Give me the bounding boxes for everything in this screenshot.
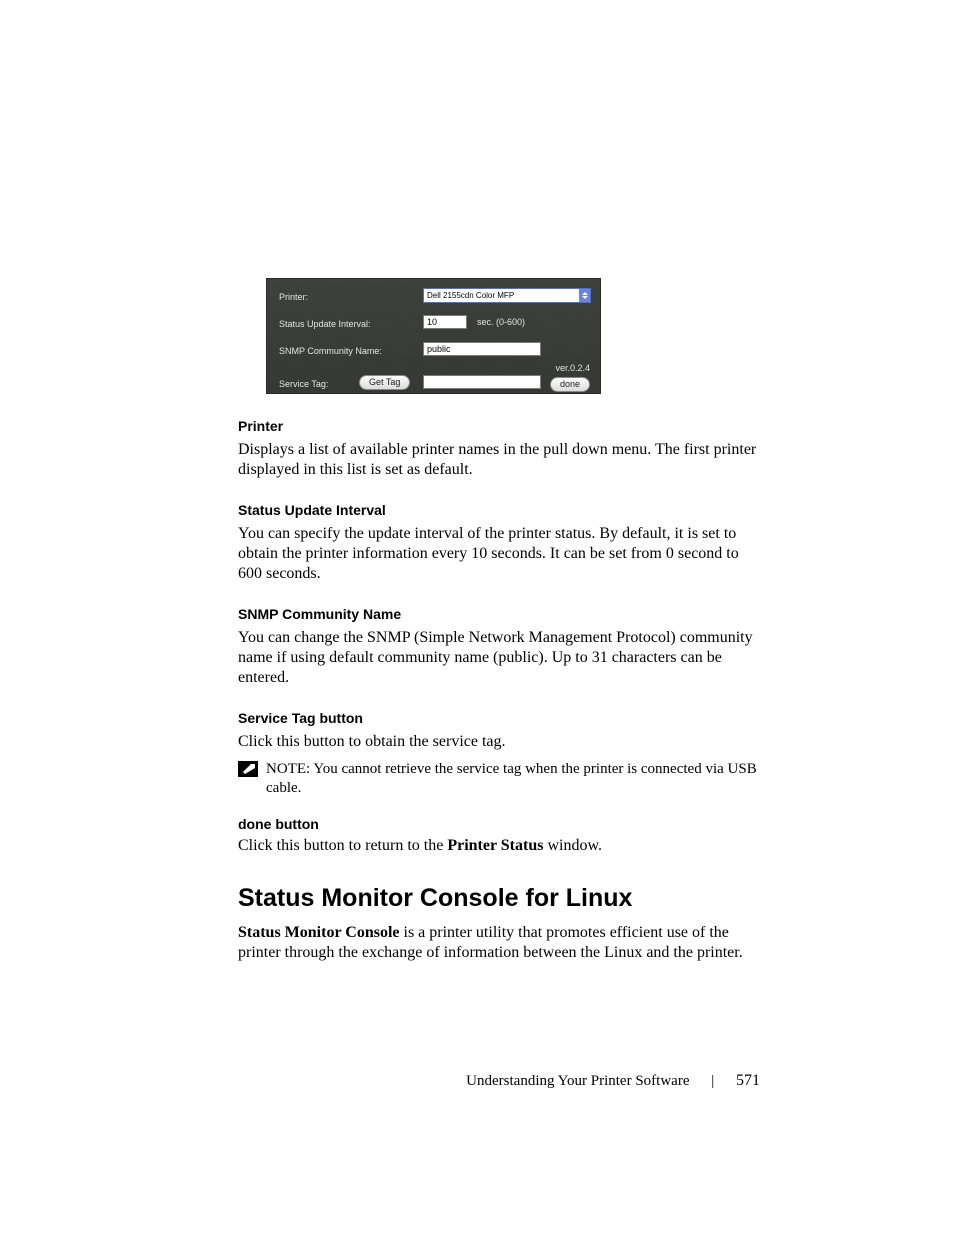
done-body-bold: Printer Status bbox=[447, 837, 543, 854]
para-done: Click this button to return to the Print… bbox=[238, 836, 758, 856]
note-body: You cannot retrieve the service tag when… bbox=[266, 761, 757, 796]
heading-done: done button bbox=[238, 816, 758, 832]
para-snmp: You can change the SNMP (Simple Network … bbox=[238, 628, 758, 688]
label-service-tag: Service Tag: bbox=[279, 379, 328, 389]
row-interval: Status Update Interval: bbox=[279, 316, 371, 332]
version-text: ver.0.2.4 bbox=[555, 363, 590, 373]
note-icon bbox=[238, 761, 258, 777]
settings-panel: Printer: Dell 2155cdn Color MFP Status U… bbox=[266, 278, 601, 394]
note-text: NOTE: You cannot retrieve the service ta… bbox=[266, 760, 758, 798]
heading-snmp: SNMP Community Name bbox=[238, 606, 758, 622]
done-body-post: window. bbox=[543, 837, 602, 854]
row-snmp: SNMP Community Name: bbox=[279, 343, 382, 359]
printer-dropdown[interactable]: Dell 2155cdn Color MFP bbox=[423, 288, 591, 303]
para-service-tag: Click this button to obtain the service … bbox=[238, 732, 758, 752]
h2-title: Status Monitor Console for Linux bbox=[238, 884, 758, 913]
printer-dropdown-value: Dell 2155cdn Color MFP bbox=[424, 291, 579, 300]
get-tag-button[interactable]: Get Tag bbox=[359, 375, 410, 390]
page-footer: Understanding Your Printer Software | 57… bbox=[0, 1072, 760, 1090]
footer-divider: | bbox=[711, 1073, 714, 1090]
label-snmp: SNMP Community Name: bbox=[279, 346, 382, 356]
para-printer: Displays a list of available printer nam… bbox=[238, 440, 758, 480]
footer-chapter: Understanding Your Printer Software bbox=[466, 1073, 689, 1089]
service-tag-input[interactable] bbox=[423, 375, 541, 389]
done-button-wrap: done bbox=[550, 377, 590, 392]
dropdown-arrows-icon bbox=[579, 289, 590, 302]
done-button[interactable]: done bbox=[550, 377, 590, 392]
note-row: NOTE: You cannot retrieve the service ta… bbox=[238, 760, 758, 798]
note-prefix: NOTE: bbox=[266, 761, 313, 777]
interval-input[interactable] bbox=[423, 315, 467, 329]
para-h2-body: Status Monitor Console is a printer util… bbox=[238, 923, 758, 963]
row-service-tag: Service Tag: bbox=[279, 376, 328, 392]
page-root: Printer: Dell 2155cdn Color MFP Status U… bbox=[0, 0, 954, 1235]
heading-printer: Printer bbox=[238, 418, 758, 434]
interval-suffix: sec. (0-600) bbox=[477, 317, 525, 327]
done-body-pre: Click this button to return to the bbox=[238, 837, 447, 854]
footer-page-number: 571 bbox=[736, 1072, 760, 1089]
label-interval: Status Update Interval: bbox=[279, 319, 371, 329]
label-printer: Printer: bbox=[279, 292, 308, 302]
content-column: Printer: Dell 2155cdn Color MFP Status U… bbox=[238, 278, 758, 963]
para-interval: You can specify the update interval of t… bbox=[238, 524, 758, 584]
heading-service-tag: Service Tag button bbox=[238, 710, 758, 726]
snmp-input[interactable] bbox=[423, 342, 541, 356]
h2-body-bold: Status Monitor Console bbox=[238, 924, 400, 941]
heading-interval: Status Update Interval bbox=[238, 502, 758, 518]
row-printer: Printer: bbox=[279, 289, 308, 305]
